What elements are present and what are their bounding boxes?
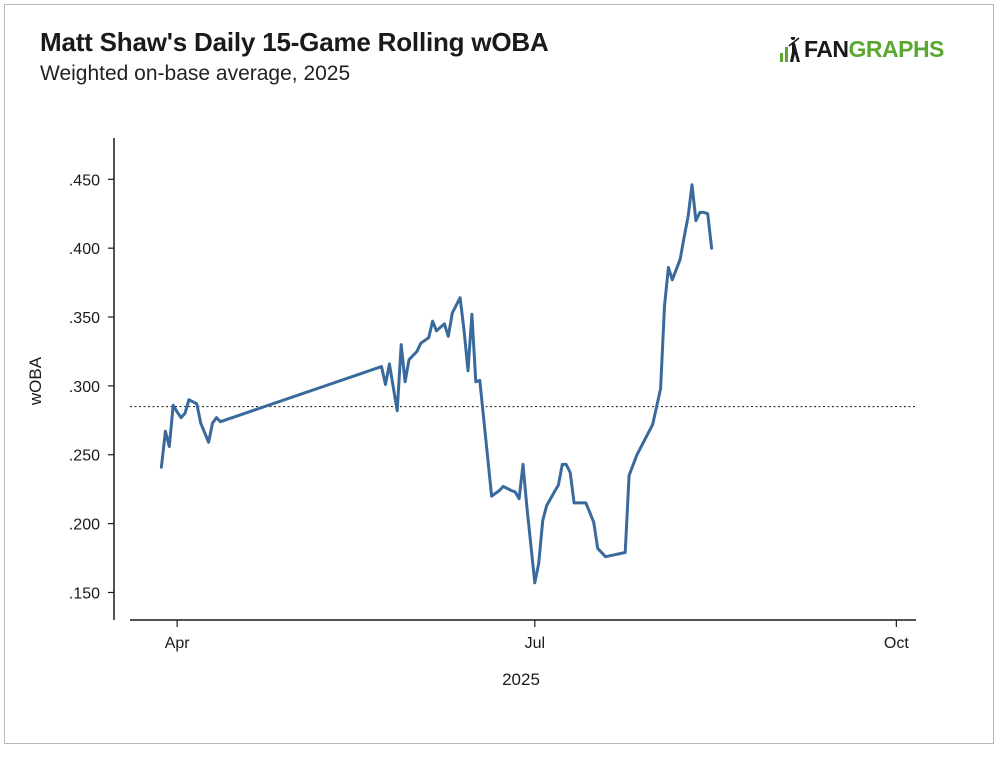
data-point [451, 311, 454, 315]
data-point [388, 362, 391, 366]
data-point [498, 489, 501, 492]
y-tick-label: .250 [69, 448, 100, 465]
y-tick-label: .300 [69, 379, 100, 396]
y-axis-ticks: .150 .200 .250 .300 .350 .400 .450 [69, 172, 114, 602]
data-point [179, 416, 183, 419]
logo-text-fan: FAN [804, 36, 849, 62]
data-point [384, 383, 387, 386]
data-point [572, 501, 576, 505]
data-point [447, 335, 450, 338]
data-point [584, 501, 588, 505]
data-point [651, 423, 654, 426]
data-point [561, 463, 564, 466]
data-point [694, 219, 698, 222]
data-point [466, 369, 470, 372]
data-point [462, 329, 466, 332]
data-point [565, 463, 568, 466]
data-point [470, 313, 474, 316]
data-point [706, 212, 709, 215]
data-point [686, 215, 690, 218]
x-axis-title: 2025 [502, 670, 540, 689]
batter-icon [780, 36, 800, 62]
fangraphs-logo: FAN GRAPHS [780, 36, 944, 63]
data-point [671, 278, 674, 281]
data-point [663, 304, 666, 308]
chart-subtitle: Weighted on-base average, 2025 [40, 62, 351, 85]
chart-title: Matt Shaw's Daily 15-Game Rolling wOBA [40, 27, 549, 57]
data-point [553, 490, 556, 494]
data-point [403, 380, 407, 383]
data-point [407, 358, 411, 361]
data-point [537, 562, 540, 565]
y-tick-label: .400 [69, 241, 100, 258]
y-tick-label: .150 [69, 585, 100, 602]
y-tick-label: .450 [69, 172, 100, 189]
data-point [533, 581, 536, 584]
data-points [160, 183, 713, 584]
y-axis-title: wOBA [26, 356, 45, 406]
data-point [698, 211, 702, 214]
logo-text-graphs: GRAPHS [848, 36, 945, 62]
data-point [427, 336, 430, 339]
data-point [624, 551, 627, 554]
x-axis-ticks: Apr Jul Oct [165, 620, 909, 652]
data-point [502, 485, 505, 488]
data-point [525, 505, 529, 509]
x-tick-label: Oct [884, 635, 909, 652]
data-point [690, 183, 694, 186]
data-point [667, 266, 670, 269]
data-point [541, 519, 544, 522]
data-point [176, 410, 179, 414]
data-point [164, 430, 167, 433]
data-point [710, 247, 713, 250]
data-point [569, 471, 572, 474]
data-point [596, 547, 599, 550]
data-point [521, 463, 525, 466]
data-point [400, 343, 403, 346]
y-tick-label: .200 [69, 517, 100, 534]
data-point [545, 504, 548, 507]
x-tick-label: Jul [525, 635, 545, 652]
data-point [458, 296, 462, 299]
data-point [207, 441, 210, 444]
data-point [478, 379, 481, 382]
data-point [160, 465, 163, 469]
data-point [513, 490, 517, 494]
data-point [168, 445, 171, 448]
data-point [702, 211, 705, 214]
data-point [396, 409, 399, 412]
data-point [659, 387, 662, 390]
data-point [215, 416, 218, 419]
data-point [592, 521, 595, 524]
data-point [679, 258, 682, 261]
data-point [415, 350, 419, 353]
data-point [435, 329, 438, 332]
series-line [159, 183, 714, 585]
data-point [419, 342, 422, 345]
data-point [510, 489, 513, 492]
y-tick-label: .350 [69, 310, 100, 327]
data-point [219, 420, 222, 423]
data-point [380, 365, 383, 368]
data-point [557, 483, 560, 487]
axes [113, 138, 916, 621]
data-point [431, 320, 434, 323]
data-point [635, 453, 639, 456]
data-point [474, 380, 477, 383]
data-point [627, 474, 631, 477]
data-point [443, 322, 446, 326]
data-point [187, 398, 191, 401]
data-point [604, 555, 607, 558]
data-point [490, 494, 493, 498]
data-point [172, 404, 175, 407]
data-point [199, 421, 202, 425]
x-tick-label: Apr [165, 635, 191, 652]
data-point [517, 497, 521, 500]
data-point [195, 402, 198, 405]
data-point [183, 412, 187, 415]
data-point [682, 236, 686, 239]
data-point [211, 421, 214, 425]
